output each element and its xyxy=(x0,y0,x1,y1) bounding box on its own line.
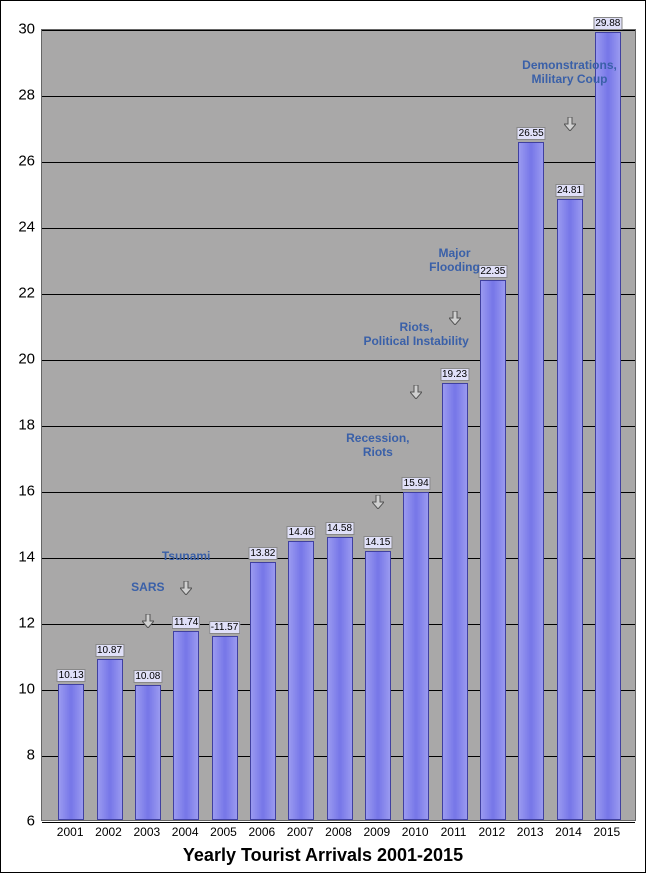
arrow-down-icon xyxy=(564,117,576,131)
y-axis-tick: 20 xyxy=(18,351,35,368)
gridline xyxy=(42,294,635,295)
arrow-down-icon xyxy=(410,385,422,399)
x-axis-tick: 2008 xyxy=(325,825,352,839)
y-axis-tick: 26 xyxy=(18,153,35,170)
bar-value-label: 14.58 xyxy=(325,522,354,535)
chart-frame: 10.13 10.87 10.08 11.74 -11.57 13.82 14.46 14.5… xyxy=(0,0,646,873)
gridline xyxy=(42,360,635,361)
chart-annotation: Riots,Political Instability xyxy=(363,320,468,348)
bar xyxy=(595,32,621,820)
chart-annotation: MajorFlooding xyxy=(429,246,480,274)
bar xyxy=(250,562,276,820)
bar-value-label: 15.94 xyxy=(402,477,431,490)
bar xyxy=(58,684,84,820)
bar-value-label: 22.35 xyxy=(478,265,507,278)
bar xyxy=(212,636,238,820)
y-axis-tick: 12 xyxy=(18,615,35,632)
arrow-down-icon xyxy=(142,614,154,628)
y-axis-tick: 8 xyxy=(27,747,35,764)
y-axis-tick: 10 xyxy=(18,681,35,698)
bar-value-label: 29.88 xyxy=(593,17,622,30)
bar xyxy=(135,685,161,820)
x-axis-tick: 2012 xyxy=(478,825,505,839)
gridline xyxy=(42,228,635,229)
gridline xyxy=(42,96,635,97)
x-axis-tick: 2013 xyxy=(517,825,544,839)
arrow-down-icon xyxy=(372,495,384,509)
x-axis-tick: 2009 xyxy=(363,825,390,839)
bar-value-label: 11.74 xyxy=(172,616,200,629)
x-axis-tick: 2011 xyxy=(441,825,467,839)
chart-annotation: Tsunami xyxy=(162,549,210,563)
x-axis-tick: 2014 xyxy=(555,825,582,839)
bar-value-label: 10.13 xyxy=(57,669,86,682)
bar-value-label: -11.57 xyxy=(209,621,241,634)
x-axis-tick: 2002 xyxy=(95,825,122,839)
bar xyxy=(173,631,199,820)
bar xyxy=(288,541,314,820)
chart-title: Yearly Tourist Arrivals 2001-2015 xyxy=(1,845,645,866)
y-axis-tick: 30 xyxy=(18,21,35,38)
x-axis-tick: 2006 xyxy=(248,825,275,839)
gridline xyxy=(42,30,635,31)
bar xyxy=(442,383,468,820)
bar-value-label: 19.23 xyxy=(440,368,469,381)
y-axis-tick: 22 xyxy=(18,285,35,302)
x-axis-tick: 2001 xyxy=(57,825,84,839)
bar-value-label: 13.82 xyxy=(248,547,277,560)
bar xyxy=(327,537,353,820)
arrow-down-icon xyxy=(449,311,461,325)
x-axis-tick: 2003 xyxy=(133,825,160,839)
chart-annotation: Recession,Riots xyxy=(346,431,409,459)
x-axis-tick: 2004 xyxy=(172,825,199,839)
y-axis-tick: 28 xyxy=(18,87,35,104)
bar-value-label: 26.55 xyxy=(517,127,546,140)
plot-area: 10.13 10.87 10.08 11.74 -11.57 13.82 14.46 14.5… xyxy=(41,29,636,821)
bar xyxy=(365,551,391,820)
bar-value-label: 10.08 xyxy=(133,670,162,683)
bar xyxy=(518,142,544,820)
bar-value-label: 14.15 xyxy=(363,536,392,549)
x-axis-tick: 2015 xyxy=(593,825,620,839)
y-axis-tick: 18 xyxy=(18,417,35,434)
gridline xyxy=(42,426,635,427)
bar-value-label: 14.46 xyxy=(287,526,316,539)
x-axis-tick: 2007 xyxy=(287,825,314,839)
gridline xyxy=(42,822,635,823)
chart-annotation: Demonstrations,Military Coup xyxy=(522,58,617,86)
gridline xyxy=(42,162,635,163)
x-axis-tick: 2005 xyxy=(210,825,237,839)
y-axis-tick: 6 xyxy=(27,813,35,830)
gridline xyxy=(42,492,635,493)
x-axis-tick: 2010 xyxy=(402,825,429,839)
bar xyxy=(480,280,506,820)
bar xyxy=(403,492,429,820)
bar xyxy=(557,199,583,820)
y-axis-tick: 14 xyxy=(18,549,35,566)
bar-value-label: 10.87 xyxy=(95,644,124,657)
arrow-down-icon xyxy=(180,581,192,595)
y-axis-tick: 16 xyxy=(18,483,35,500)
y-axis-tick: 24 xyxy=(18,219,35,236)
chart-annotation: SARS xyxy=(131,580,164,594)
bar xyxy=(97,659,123,820)
bar-value-label: 24.81 xyxy=(555,184,584,197)
